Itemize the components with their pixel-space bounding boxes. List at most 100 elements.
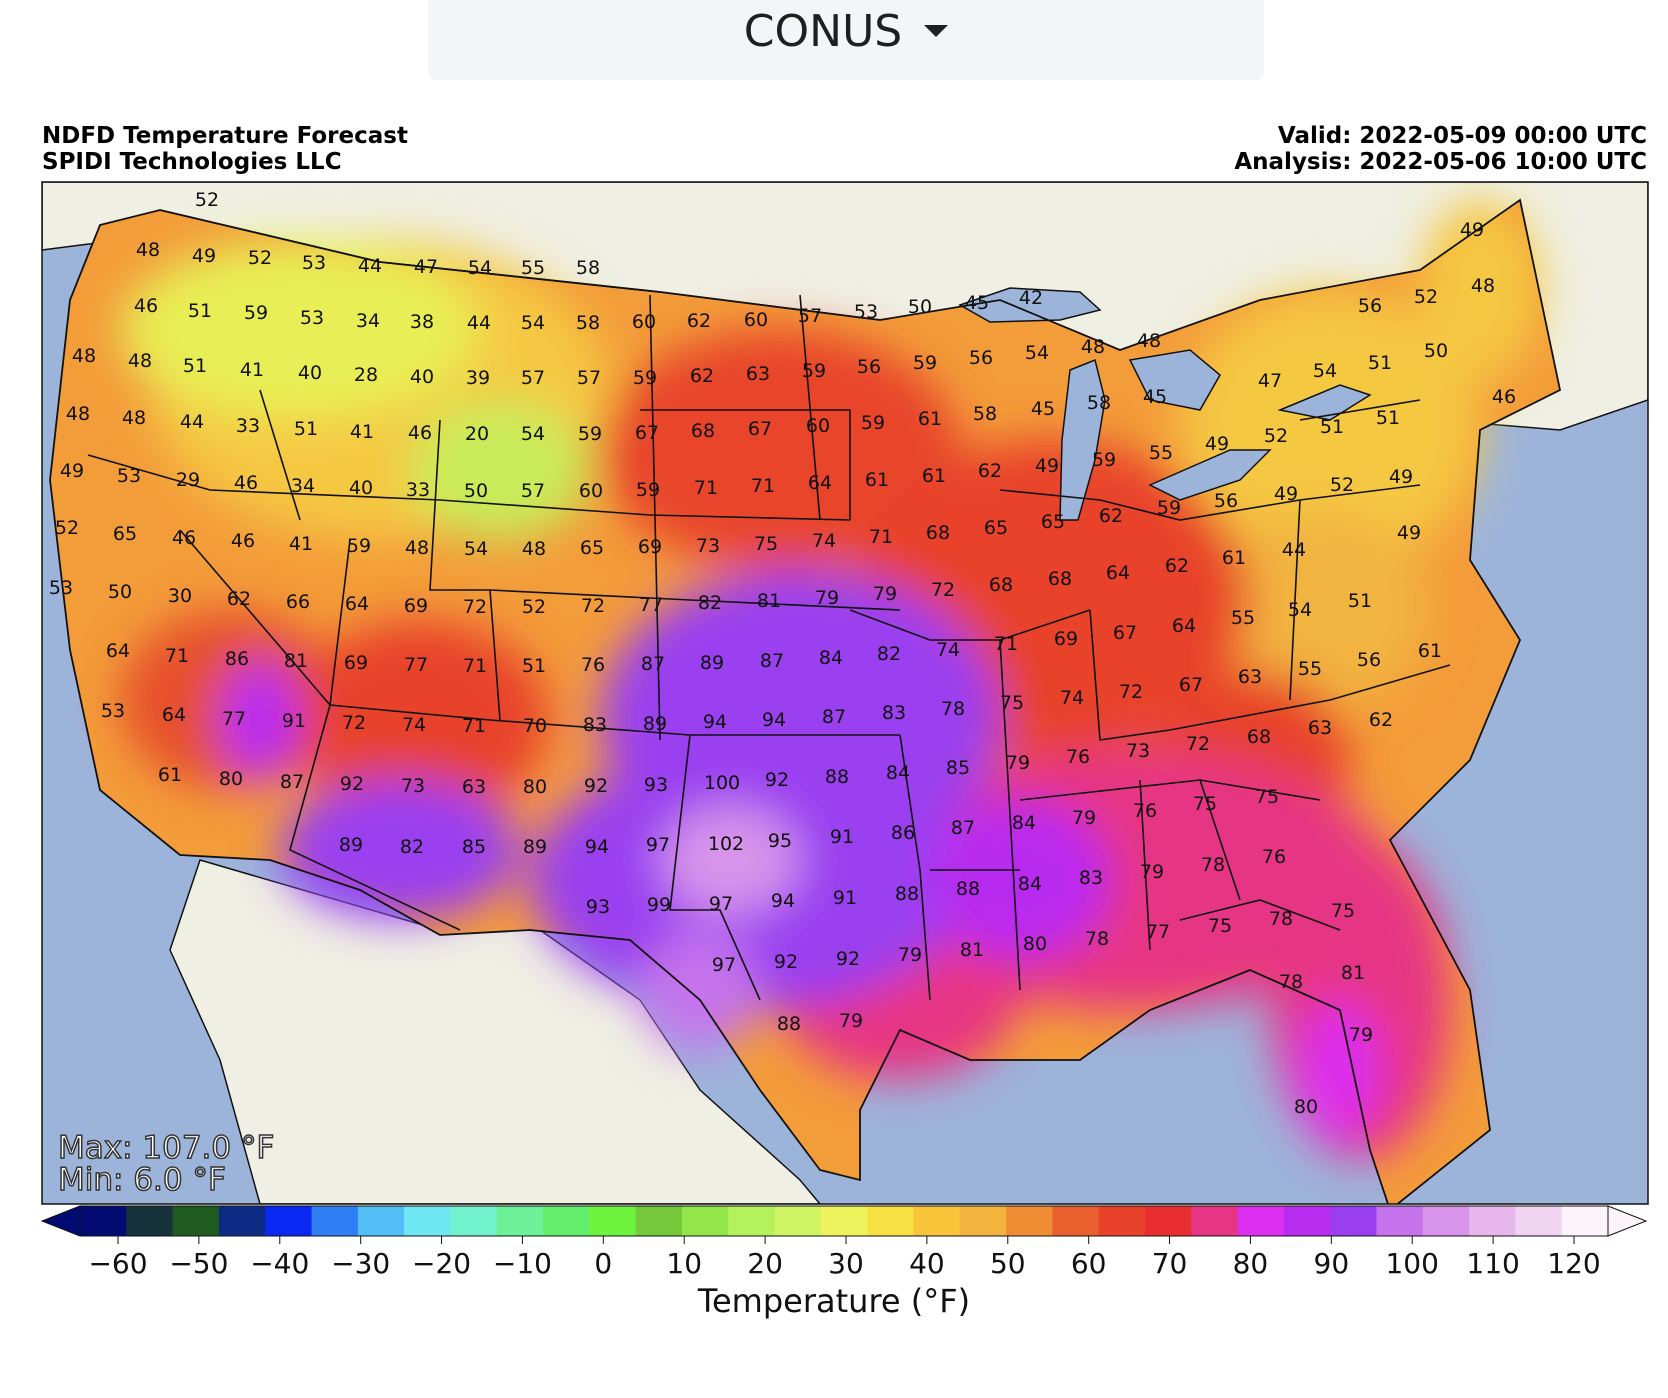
colorbar-segment xyxy=(1515,1206,1563,1236)
valid-time: Valid: 2022-05-09 00:00 UTC xyxy=(1277,123,1647,149)
analysis-time: Analysis: 2022-05-06 10:00 UTC xyxy=(1234,149,1647,175)
temperature-label: 40 xyxy=(349,477,373,499)
temperature-label: 78 xyxy=(1269,908,1293,930)
temperature-label: 62 xyxy=(690,365,714,387)
temperature-label: 79 xyxy=(898,944,922,966)
temperature-label: 77 xyxy=(404,654,428,676)
stats-box: Max: 107.0 °F Min: 6.0 °F xyxy=(57,1129,275,1199)
temperature-label: 89 xyxy=(523,836,547,858)
temperature-label: 102 xyxy=(708,833,744,855)
temperature-label: 54 xyxy=(1025,342,1049,364)
temperature-label: 57 xyxy=(798,305,822,327)
temperature-label: 70 xyxy=(523,715,547,737)
temperature-label: 45 xyxy=(1031,398,1055,420)
temperature-label: 67 xyxy=(748,418,772,440)
colorbar-segment xyxy=(1469,1206,1516,1236)
colorbar-min-extension xyxy=(40,1205,81,1237)
temperature-label: 79 xyxy=(873,583,897,605)
temperature-label: 55 xyxy=(1298,658,1322,680)
temperature-label: 50 xyxy=(1424,340,1448,362)
temperature-label: 45 xyxy=(1143,386,1167,408)
temperature-label: 51 xyxy=(1320,416,1344,438)
temperature-label: 94 xyxy=(762,709,786,731)
temperature-label: 89 xyxy=(700,652,724,674)
temperature-label: 52 xyxy=(1264,425,1288,447)
temperature-label: 48 xyxy=(1081,336,1105,358)
temperature-label: 78 xyxy=(1201,854,1225,876)
colorbar-segment xyxy=(1006,1206,1053,1236)
temperature-label: 52 xyxy=(248,247,272,269)
temperature-label: 75 xyxy=(1331,900,1355,922)
temperature-label: 28 xyxy=(354,364,378,386)
temperature-label: 59 xyxy=(1157,497,1181,519)
temperature-label: 39 xyxy=(466,367,490,389)
temperature-label: 73 xyxy=(401,775,425,797)
colorbar-tick-label: 0 xyxy=(594,1247,612,1280)
temperature-label: 82 xyxy=(877,643,901,665)
colorbar-tick-label: 60 xyxy=(1071,1247,1107,1280)
temperature-label: 49 xyxy=(60,460,84,482)
temperature-label: 79 xyxy=(1072,807,1096,829)
temperature-label: 69 xyxy=(1054,628,1078,650)
temperature-label: 56 xyxy=(1358,295,1382,317)
temperature-label: 72 xyxy=(463,596,487,618)
temperature-label: 49 xyxy=(192,245,216,267)
temperature-label: 71 xyxy=(694,477,718,499)
temperature-label: 84 xyxy=(819,647,843,669)
temperature-label: 77 xyxy=(222,708,246,730)
temperature-label: 79 xyxy=(1140,861,1164,883)
temperature-label: 62 xyxy=(687,310,711,332)
region-dropdown[interactable]: CONUS xyxy=(428,0,1264,62)
colorbar-max-extension xyxy=(1607,1205,1648,1237)
temperature-label: 63 xyxy=(1238,666,1262,688)
temperature-label: 86 xyxy=(225,648,249,670)
temperature-label: 75 xyxy=(754,533,778,555)
temperature-label: 91 xyxy=(830,826,854,848)
temperature-label: 50 xyxy=(108,581,132,603)
temperature-label: 87 xyxy=(822,706,846,728)
colorbar-segment xyxy=(635,1206,683,1236)
temperature-label: 61 xyxy=(158,764,182,786)
temperature-label: 56 xyxy=(1214,490,1238,512)
caret-down-icon[interactable] xyxy=(924,25,949,37)
temperature-label: 52 xyxy=(522,596,546,618)
temperature-label: 51 xyxy=(294,418,318,440)
temperature-label: 46 xyxy=(234,472,258,494)
temperature-label: 59 xyxy=(913,352,937,374)
temperature-label: 78 xyxy=(941,698,965,720)
temperature-label: 53 xyxy=(117,465,141,487)
colorbar xyxy=(40,1205,1648,1237)
temperature-label: 65 xyxy=(1041,511,1065,533)
colorbar-segment xyxy=(820,1206,868,1236)
temperature-label: 34 xyxy=(291,475,315,497)
temperature-label: 79 xyxy=(1006,752,1030,774)
temperature-label: 46 xyxy=(231,530,255,552)
colorbar-segment xyxy=(913,1206,961,1236)
colorbar-tick-label: 40 xyxy=(909,1247,945,1280)
map-credit: SPIDI Technologies LLC xyxy=(42,149,342,175)
temperature-label: 55 xyxy=(521,257,545,279)
temperature-label: 48 xyxy=(136,239,160,261)
temperature-label: 60 xyxy=(806,415,830,437)
colorbar-segment xyxy=(1144,1206,1192,1236)
temperature-label: 73 xyxy=(1126,740,1150,762)
colorbar-tick-label: 100 xyxy=(1385,1247,1438,1280)
temperature-label: 40 xyxy=(298,362,322,384)
colorbar-segment xyxy=(681,1206,729,1236)
temperature-label: 49 xyxy=(1035,455,1059,477)
temperature-label: 71 xyxy=(994,633,1018,655)
temperature-label: 80 xyxy=(219,768,243,790)
temperature-label: 73 xyxy=(696,535,720,557)
temperature-label: 84 xyxy=(886,762,910,784)
temperature-labels: 52 48 49 52 53 44 47 54 55 58 46 51 59 53 34 38 44 54 58 60… xyxy=(49,189,1516,1118)
map-title: NDFD Temperature Forecast xyxy=(42,123,408,149)
colorbar-segment xyxy=(1330,1206,1377,1236)
temperature-label: 88 xyxy=(825,766,849,788)
temperature-label: 67 xyxy=(1113,622,1137,644)
temperature-label: 94 xyxy=(585,836,609,858)
temperature-label: 47 xyxy=(1258,370,1282,392)
map-frame xyxy=(41,181,1649,1205)
temperature-label: 65 xyxy=(580,537,604,559)
temperature-label: 59 xyxy=(636,479,660,501)
